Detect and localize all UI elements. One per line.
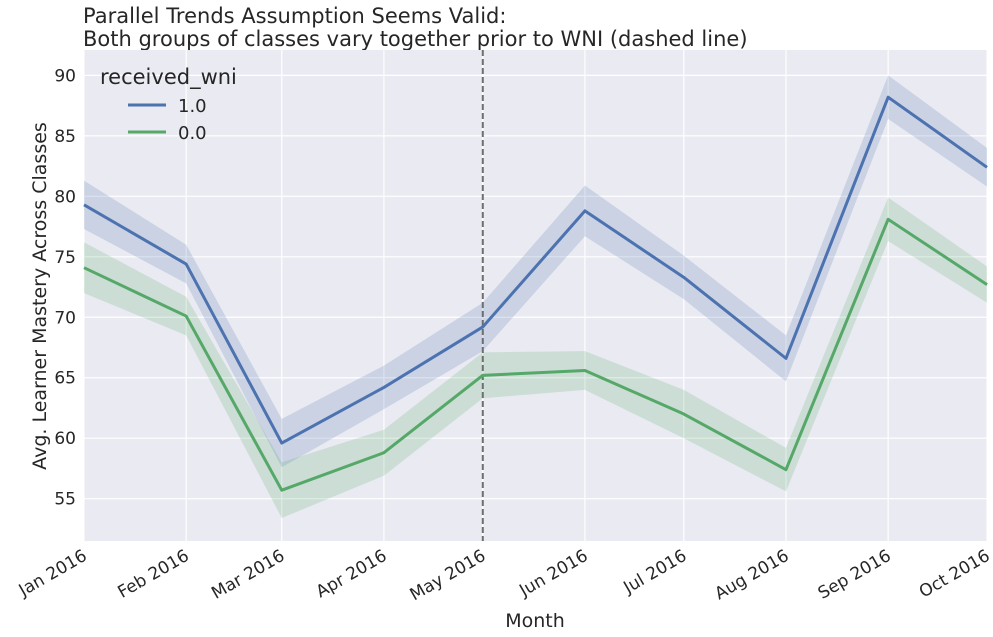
x-tick-label: Jul 2016: [620, 546, 691, 598]
series-line-0.0: [83, 217, 988, 492]
series-line-1.0: [83, 95, 988, 445]
x-tick-label: Jan 2016: [15, 546, 91, 601]
legend-title: received_wni: [100, 65, 237, 90]
x-tick-label: Oct 2016: [916, 546, 993, 602]
x-tick-label: Apr 2016: [313, 546, 391, 602]
x-tick-label: May 2016: [407, 546, 490, 605]
chart-title: Parallel Trends Assumption Seems Valid:: [83, 4, 506, 28]
y-tick-label: 75: [54, 248, 76, 268]
chart-subtitle: Both groups of classes vary together pri…: [83, 27, 748, 51]
y-tick-label: 70: [54, 308, 76, 328]
y-tick-label: 85: [54, 127, 76, 147]
y-tick-label: 55: [54, 490, 76, 510]
x-axis-label: Month: [505, 610, 565, 632]
y-tick-label: 90: [54, 66, 76, 86]
ci-band-1.0: [84, 75, 987, 468]
plot-area: [84, 50, 987, 541]
y-tick-label: 65: [54, 369, 76, 389]
y-tick-label: 80: [54, 187, 76, 207]
legend: received_wni 1.0 0.0: [100, 65, 237, 144]
x-tick-label: Aug 2016: [712, 546, 793, 604]
x-tick-label: Sep 2016: [815, 546, 895, 604]
ci-band-0.0: [84, 197, 987, 519]
x-tick-label: Mar 2016: [208, 546, 288, 604]
legend-label: 1.0: [178, 96, 207, 117]
x-tick-label: Jun 2016: [515, 546, 591, 601]
x-tick-label: Feb 2016: [114, 546, 192, 603]
legend-label: 0.0: [178, 123, 207, 144]
y-tick-label: 60: [54, 429, 76, 449]
y-axis-label: Avg. Learner Mastery Across Classes: [29, 122, 51, 470]
